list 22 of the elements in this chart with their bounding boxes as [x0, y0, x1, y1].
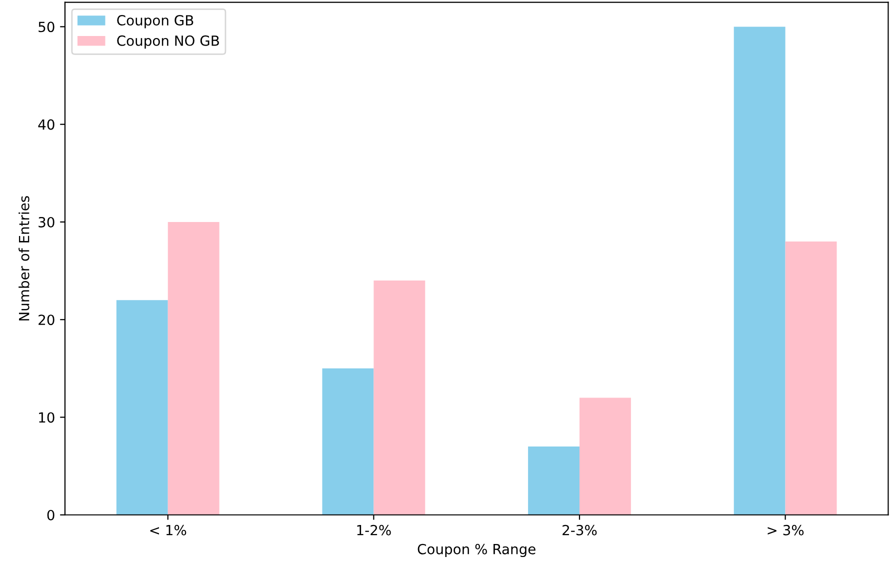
bar — [168, 222, 220, 515]
bar — [374, 280, 426, 515]
x-tick-label: > 3% — [768, 524, 804, 536]
bar — [785, 242, 837, 515]
x-tick-label: 1-2% — [357, 524, 391, 536]
y-tick-label: 50 — [38, 22, 54, 32]
y-tick-label: 10 — [39, 412, 54, 423]
y-tick-label: 40 — [38, 119, 54, 130]
x-axis-title: Coupon % Range — [418, 544, 536, 558]
bar — [322, 368, 374, 515]
bar — [528, 446, 580, 515]
x-tick-label: 2-3% — [562, 524, 597, 536]
legend-label: Coupon NO GB — [117, 35, 219, 49]
legend-label: Coupon GB — [117, 15, 194, 28]
bar — [116, 300, 168, 515]
bar — [580, 398, 631, 515]
y-tick-label: 30 — [38, 216, 54, 228]
y-tick-label: 20 — [38, 314, 54, 326]
x-tick-label: < 1% — [150, 524, 186, 536]
y-axis-title: Number of Entries — [18, 196, 30, 320]
y-tick-label: 0 — [47, 510, 54, 520]
bar — [734, 26, 786, 515]
